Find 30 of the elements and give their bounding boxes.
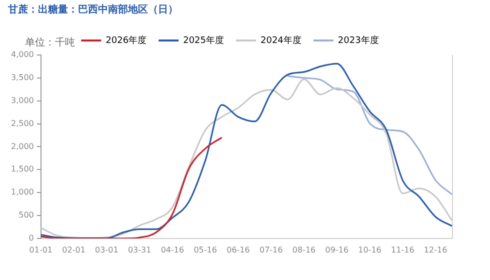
x-tick-label: 11-16	[391, 245, 414, 254]
line-series	[40, 136, 223, 238]
y-tick-label: 4,000	[10, 50, 34, 60]
x-tick-label: 03-01	[95, 245, 118, 254]
y-tick-label: 2,000	[10, 142, 34, 151]
y-tick-label: 1,000	[10, 188, 34, 197]
legend-label: 2023年度	[338, 34, 379, 46]
x-tick-label: 08-16	[292, 245, 316, 254]
x-tick-label: 01-01	[29, 245, 53, 254]
legend-label: 2025年度	[183, 34, 224, 46]
legend-label: 2024年度	[260, 34, 302, 46]
y-axis-title: 单位：千吨	[24, 36, 75, 49]
x-tick-label: 12-16	[424, 245, 448, 254]
x-tick-label: 04-16	[160, 245, 184, 254]
y-tick-label: 3,000	[10, 96, 34, 105]
x-tick-label: 10-16	[358, 245, 382, 254]
x-tick-label: 09-16	[325, 245, 349, 254]
y-tick-label: 0	[28, 233, 34, 242]
x-tick-label: 05-16	[194, 245, 217, 254]
chart-title: 甘蔗：出糖量：巴西中南部地区（日）	[7, 4, 178, 16]
x-tick-label: 07-16	[259, 245, 283, 254]
line-series	[286, 75, 453, 196]
y-tick-label: 3,500	[10, 73, 34, 82]
legend-label: 2026年度	[106, 34, 147, 46]
y-tick-label: 2,500	[10, 118, 34, 128]
x-tick-label: 02-01	[62, 245, 86, 254]
x-tick-label: 03-31	[128, 245, 152, 254]
y-tick-label: 1,500	[10, 164, 34, 174]
y-tick-label: 500	[18, 210, 34, 220]
x-tick-label: 06-16	[226, 245, 250, 254]
